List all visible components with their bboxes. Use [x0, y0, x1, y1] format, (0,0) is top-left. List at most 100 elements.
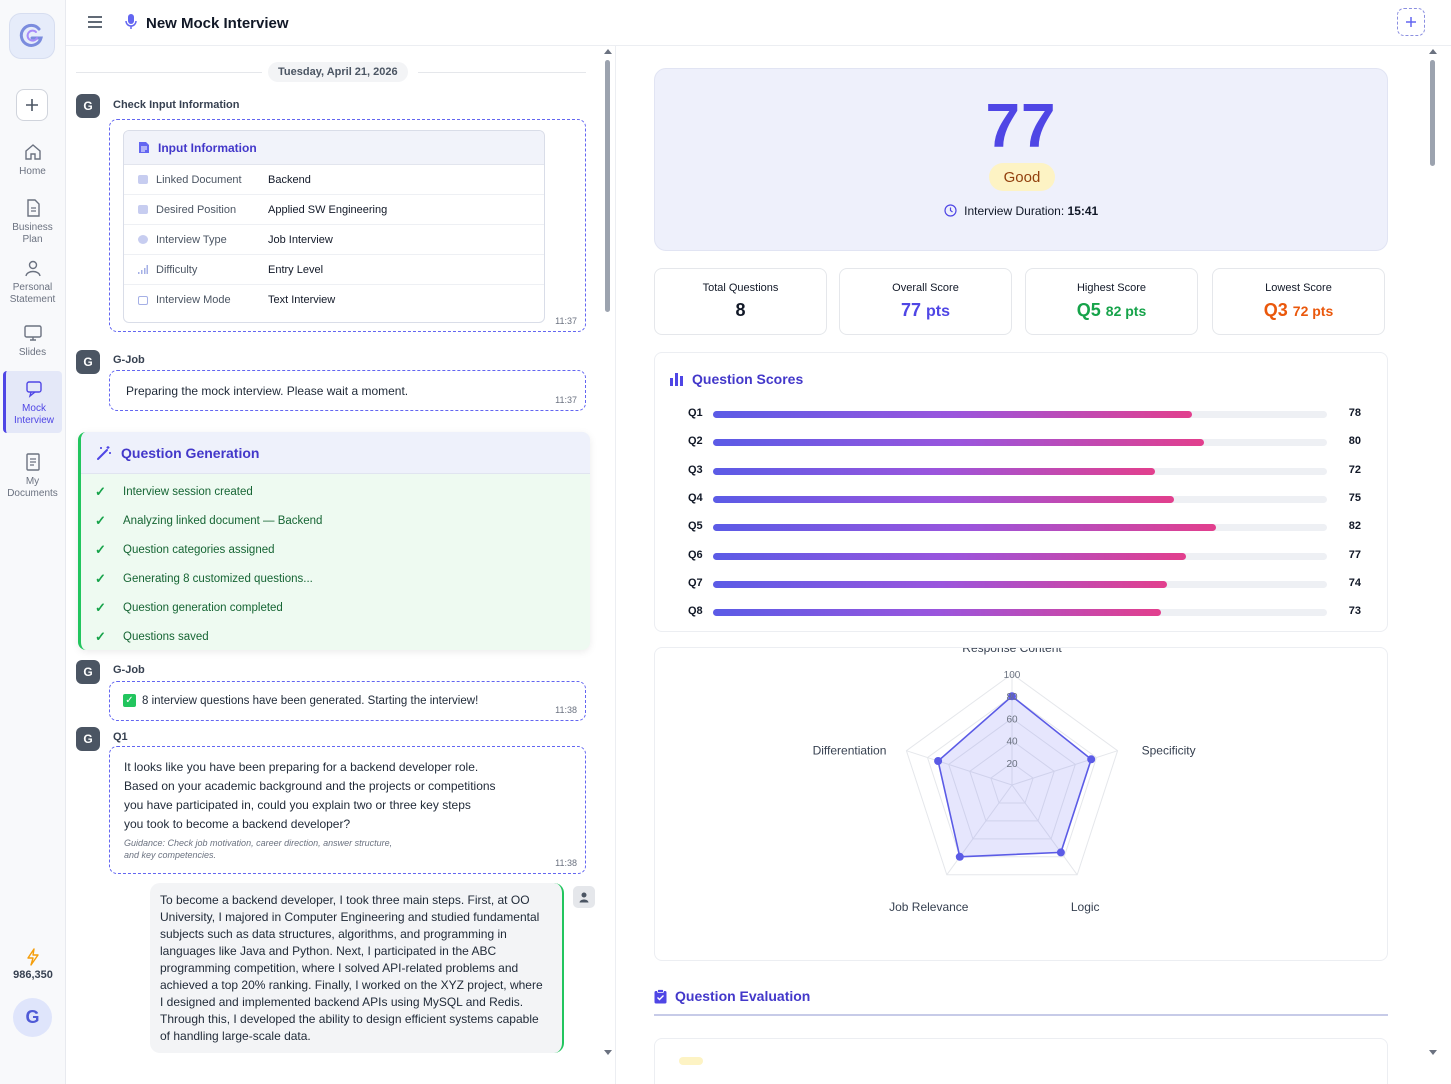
- competency-radar-card: 20 40 60 80 100 Response Content Specificity Lo…: [654, 641, 1388, 961]
- step-label: Question generation completed: [123, 601, 283, 614]
- bar-label: Q8: [688, 605, 703, 618]
- user-answer-message: To become a backend developer, I took th…: [150, 883, 564, 1053]
- generated-message: ✓ 8 interview questions have been genera…: [109, 681, 586, 721]
- sidebar-item-my-documents[interactable]: My Documents: [3, 452, 62, 500]
- bot-avatar: G: [76, 94, 100, 118]
- user-avatar[interactable]: G: [13, 998, 52, 1037]
- bar-row-q8: Q8 73: [655, 605, 1389, 618]
- bar-fill: [713, 439, 1205, 447]
- info-value: Job Interview: [268, 233, 333, 246]
- new-chat-button[interactable]: [16, 89, 48, 121]
- bar-value: 74: [1348, 576, 1361, 589]
- bar-row-q6: Q6 77: [655, 548, 1389, 562]
- message-timestamp: 11:37: [555, 395, 577, 405]
- bar-value: 72: [1348, 463, 1361, 476]
- stat-overall-score: Overall Score 77 pts: [839, 268, 1012, 335]
- scrollbar-thumb[interactable]: [605, 60, 610, 312]
- question-text: It looks like you have been preparing fo…: [110, 747, 585, 834]
- bar-row-q5: Q5 82: [655, 520, 1389, 533]
- info-value: Entry Level: [268, 263, 324, 276]
- bar-row-q7: Q7 74: [655, 576, 1389, 590]
- logo-icon: [19, 23, 43, 47]
- chat-icon: [26, 381, 42, 398]
- results-panel: 77 Good Interview Duration: 15:41 Total …: [615, 46, 1426, 1084]
- radar-tick-label: 80: [1006, 692, 1018, 703]
- answer-line: To become a backend developer, I took th…: [160, 893, 530, 907]
- question-message: It looks like you have been preparing fo…: [109, 746, 586, 874]
- credits-balance: 986,350: [0, 948, 66, 981]
- bar-value: 80: [1348, 435, 1361, 448]
- sidebar-item-personal-statement[interactable]: Personal Statement: [3, 258, 62, 306]
- bar-label: Q2: [688, 435, 703, 448]
- user-avatar-small: [573, 886, 595, 908]
- menu-icon[interactable]: [86, 14, 104, 30]
- bar-fill: [713, 609, 1162, 617]
- check-icon: ✓: [95, 541, 106, 557]
- stat-label: Highest Score: [1076, 282, 1147, 294]
- app-logo[interactable]: [9, 13, 55, 59]
- check-icon: ✓: [95, 512, 106, 528]
- checkbox-icon: ✓: [123, 694, 136, 707]
- bar-track: [713, 439, 1327, 447]
- radar-tick-label: 60: [1006, 714, 1018, 725]
- date-separator: Tuesday, April 21, 2026: [268, 62, 408, 82]
- answer-line: University, I majored in Computer Engine…: [160, 910, 540, 924]
- credits-value: 986,350: [13, 969, 53, 981]
- step-label: Analyzing linked document — Backend: [123, 514, 323, 527]
- info-label: Interview Mode: [156, 294, 231, 306]
- radar-tick-label: 100: [1004, 670, 1021, 681]
- bar-chart-icon: [670, 372, 683, 386]
- radar-grid-ring: [948, 717, 1076, 840]
- overall-score-card: 77 Good Interview Duration: 15:41: [654, 68, 1388, 251]
- stat-label: Overall Score: [892, 282, 959, 294]
- chat-panel: Tuesday, April 21, 2026 G Check Input In…: [66, 46, 615, 1084]
- radar-point: [1087, 755, 1096, 764]
- radar-tick-label: 40: [1006, 737, 1018, 748]
- sidebar-item-label: Business Plan: [12, 222, 53, 245]
- sidebar-item-mock-interview[interactable]: Mock Interview: [3, 371, 62, 433]
- generation-step: ✓ Interview session created: [81, 477, 590, 506]
- magic-wand-icon: [97, 445, 111, 460]
- sidebar-item-label: Home: [19, 166, 46, 177]
- bar-label: Q6: [688, 548, 703, 561]
- sidebar-item-label: Personal Statement: [9, 282, 56, 305]
- message-timestamp: 11:37: [555, 316, 577, 326]
- sidebar-item-business-plan[interactable]: Business Plan: [3, 198, 62, 246]
- bar-fill: [713, 467, 1156, 475]
- lightning-icon: [27, 948, 39, 966]
- bar-value: 78: [1348, 407, 1361, 419]
- info-label: Difficulty: [156, 263, 198, 276]
- message-content: ✓ 8 interview questions have been genera…: [123, 694, 478, 707]
- info-row-difficulty: Difficulty Entry Level: [124, 255, 544, 285]
- input-info-header: Input Information: [124, 131, 544, 165]
- plus-icon: [1406, 17, 1416, 27]
- info-value: Backend: [268, 173, 311, 186]
- new-interview-button[interactable]: [1397, 8, 1425, 36]
- radar-tick-label: 20: [1006, 759, 1018, 770]
- scrollbar-arrows: [1429, 49, 1437, 1055]
- person-icon: [24, 260, 41, 277]
- preparing-message: Preparing the mock interview. Please wai…: [109, 370, 586, 411]
- stat-value: 8: [655, 300, 826, 321]
- question-scores-title: Question Scores: [692, 371, 804, 387]
- step-label: Generating 8 customized questions...: [123, 572, 313, 585]
- message-text: 8 interview questions have been generate…: [142, 694, 479, 707]
- results-scrollbar[interactable]: [1426, 46, 1440, 1060]
- question-generation-header: Question Generation: [81, 432, 590, 474]
- sidebar-item-slides[interactable]: Slides: [3, 323, 62, 359]
- message-sender: G-Job: [113, 664, 145, 676]
- radar-grid-ring: [969, 739, 1055, 822]
- page-title: New Mock Interview: [146, 15, 289, 32]
- radar-axis-line: [906, 750, 1013, 786]
- microphone-icon: [125, 14, 137, 29]
- sidebar-item-home[interactable]: Home: [3, 142, 62, 178]
- scrollbar-thumb[interactable]: [1430, 60, 1435, 166]
- bot-avatar: G: [76, 660, 100, 684]
- bar-track: [713, 524, 1327, 532]
- sidebar: Home Business Plan Personal Statement Sl…: [0, 0, 66, 1084]
- guidance-line: Guidance: Check job motivation, career d…: [124, 838, 393, 848]
- overall-score-value: 77: [985, 92, 1057, 161]
- generation-step: ✓ Questions saved: [81, 622, 590, 650]
- divider: [654, 1014, 1388, 1016]
- chat-scrollbar[interactable]: [601, 46, 615, 1060]
